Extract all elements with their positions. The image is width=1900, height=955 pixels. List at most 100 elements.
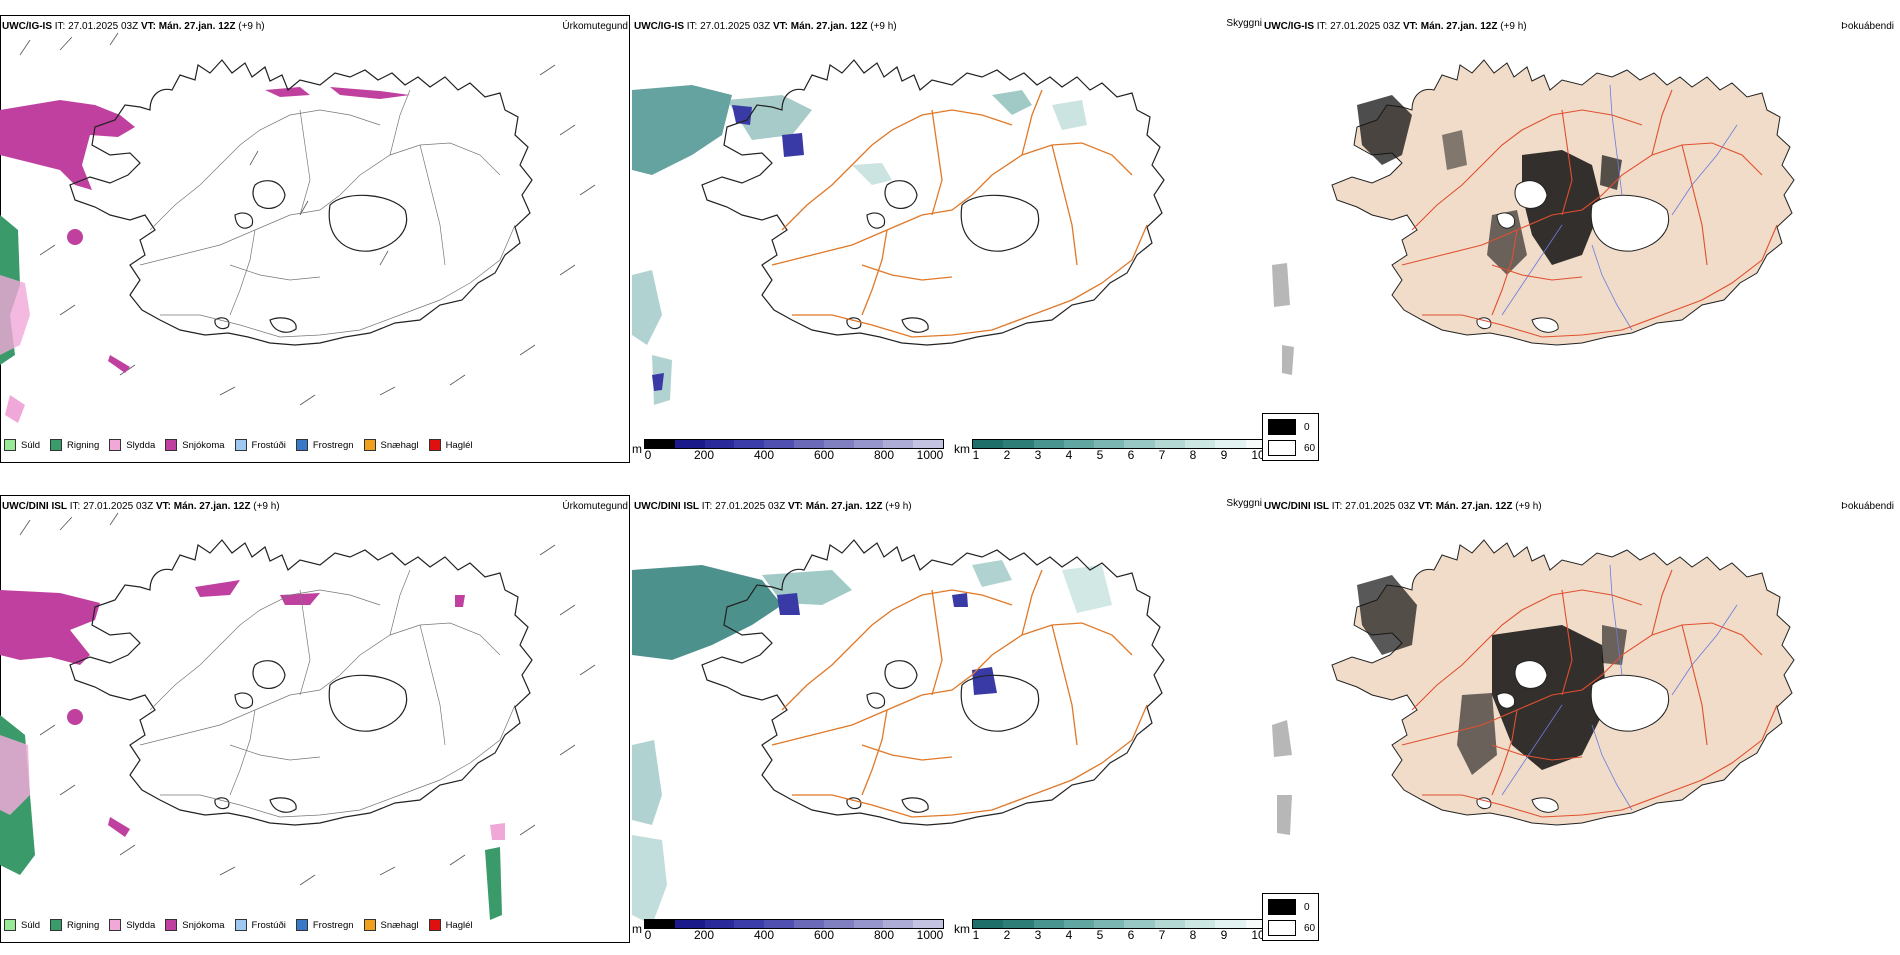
panel-header: UWC/IG-IS IT: 27.01.2025 03Z VT: Mán. 27… <box>2 21 265 32</box>
precip-type-panel: UWC/DINI ISL IT: 27.01.2025 03Z VT: Mán.… <box>0 495 632 945</box>
legend-item: Rigning <box>50 439 99 451</box>
panel-title: Þokuábendi <box>1841 501 1894 512</box>
tick-label: 2 <box>1003 448 1011 462</box>
low-cloud-base <box>652 105 804 391</box>
tick-label: 4 <box>1065 928 1073 942</box>
lead-time: (+9 h) <box>1515 501 1542 512</box>
legend-item: Frostregn <box>295 439 354 451</box>
legend-swatch <box>1268 419 1296 435</box>
panel-header: UWC/DINI ISL IT: 27.01.2025 03Z VT: Mán.… <box>634 501 912 512</box>
valid-time: Mán. 27.jan. 12Z <box>173 501 251 512</box>
tick-label: 2 <box>1003 928 1011 942</box>
colorbar-cells <box>644 439 944 449</box>
legend-swatch <box>428 919 441 931</box>
tick-label: 7 <box>1158 928 1166 942</box>
tick-label: 800 <box>873 928 895 942</box>
panel-title: Skyggni <box>1226 498 1262 509</box>
vt-label: VT: <box>1402 21 1418 32</box>
model-name: UWC/IG-IS <box>1264 21 1314 32</box>
tick-label: 9 <box>1220 448 1228 462</box>
tick-label: 9 <box>1220 928 1228 942</box>
lead-time: (+9 h) <box>238 21 265 32</box>
init-time: 27.01.2025 03Z <box>700 21 771 32</box>
cloudbase-colorbar: m 0 200 400 600 800 1000 km <box>632 439 1277 463</box>
tick-label: 1 <box>972 928 980 942</box>
lead-time: (+9 h) <box>885 501 912 512</box>
legend-item: Snjókoma <box>165 919 225 931</box>
colorbar: 1 2 3 4 5 6 7 8 9 10 <box>972 919 1277 943</box>
panel-title: Úrkomutegund <box>562 21 628 32</box>
vt-label: VT: <box>140 21 156 32</box>
legend-item: Rigning <box>50 919 99 931</box>
tick-label: 8 <box>1189 448 1197 462</box>
legend-swatch <box>1268 899 1296 915</box>
road-lines <box>771 89 1148 338</box>
fog-legend: 0 60 <box>1262 893 1319 941</box>
valid-time: Mán. 27.jan. 12Z <box>805 501 883 512</box>
snow-areas <box>0 87 410 373</box>
lead-time: (+9 h) <box>253 501 280 512</box>
colorbar-cells <box>644 919 944 929</box>
model-name: UWC/DINI ISL <box>1264 501 1329 512</box>
fog-areas <box>1272 95 1622 375</box>
it-label: IT: <box>1316 21 1328 32</box>
model-name: UWC/IG-IS <box>634 21 684 32</box>
init-time: 27.01.2025 03Z <box>83 501 154 512</box>
visibility-panel: UWC/IG-IS IT: 27.01.2025 03Z VT: Mán. 27… <box>632 15 1277 465</box>
legend-item: Snjókoma <box>165 439 225 451</box>
legend-item: Frostregn <box>295 919 354 931</box>
legend-swatch <box>295 919 308 931</box>
legend-item: Súld <box>4 919 40 931</box>
legend-item: Haglél <box>428 919 473 931</box>
colorbar: 0 200 400 600 800 1000 <box>644 919 944 943</box>
fog-map <box>1272 539 1795 835</box>
init-time: 27.01.2025 03Z <box>68 21 139 32</box>
legend-swatch <box>234 439 247 451</box>
colorbar-cells <box>972 439 1277 449</box>
tick-label: 5 <box>1096 448 1104 462</box>
tick-label: 4 <box>1065 448 1073 462</box>
legend-swatch <box>363 439 376 451</box>
precip-legend: Súld Rigning Slydda Snjókoma Frostúði Fr… <box>4 439 473 451</box>
panel-header: UWC/DINI ISL IT: 27.01.2025 03Z VT: Mán.… <box>2 501 280 512</box>
legend-swatch <box>50 439 63 451</box>
tick-label: 5 <box>1096 928 1104 942</box>
legend-item: Frostúði <box>234 439 286 451</box>
init-time: 27.01.2025 03Z <box>715 501 786 512</box>
tick-label: 10 <box>1251 448 1265 462</box>
tick-label: 7 <box>1158 448 1166 462</box>
it-label: IT: <box>1331 501 1343 512</box>
fog-indicator-panel: UWC/IG-IS IT: 27.01.2025 03Z VT: Mán. 27… <box>1262 15 1898 465</box>
precip-type-map <box>0 32 596 423</box>
legend-swatch <box>50 919 63 931</box>
panel-header: UWC/DINI ISL IT: 27.01.2025 03Z VT: Mán.… <box>1264 501 1542 512</box>
vt-label: VT: <box>155 501 171 512</box>
tick-label: 3 <box>1034 928 1042 942</box>
legend-item: Slydda <box>109 919 155 931</box>
tick-label: 3 <box>1034 448 1042 462</box>
tick-label: 200 <box>693 448 715 462</box>
tick-label: 400 <box>753 448 775 462</box>
init-time: 27.01.2025 03Z <box>1345 501 1416 512</box>
visibility-panel: UWC/DINI ISL IT: 27.01.2025 03Z VT: Mán.… <box>632 495 1277 945</box>
visibility-map <box>632 59 1165 405</box>
lead-time: (+9 h) <box>870 21 897 32</box>
fog-areas <box>1272 575 1627 835</box>
tick-label: 200 <box>693 928 715 942</box>
tick-label: 400 <box>753 928 775 942</box>
fog-legend-item: 60 <box>1268 920 1318 936</box>
valid-time: Mán. 27.jan. 12Z <box>158 21 236 32</box>
vt-label: VT: <box>772 21 788 32</box>
cloudbase-colorbar: m 0 200 400 600 800 1000 km <box>632 919 1277 943</box>
it-label: IT: <box>701 501 713 512</box>
init-time: 27.01.2025 03Z <box>1330 21 1401 32</box>
colorbar-unit: m <box>632 922 642 936</box>
legend-swatch <box>109 439 122 451</box>
fog-legend-item: 0 <box>1268 899 1318 915</box>
legend-swatch <box>4 439 16 451</box>
precip-type-panel: UWC/IG-IS IT: 27.01.2025 03Z VT: Mán. 27… <box>0 15 632 465</box>
legend-swatch <box>165 439 178 451</box>
legend-item: Snæhagl <box>363 439 419 451</box>
snow-areas <box>0 580 465 837</box>
it-label: IT: <box>69 501 81 512</box>
